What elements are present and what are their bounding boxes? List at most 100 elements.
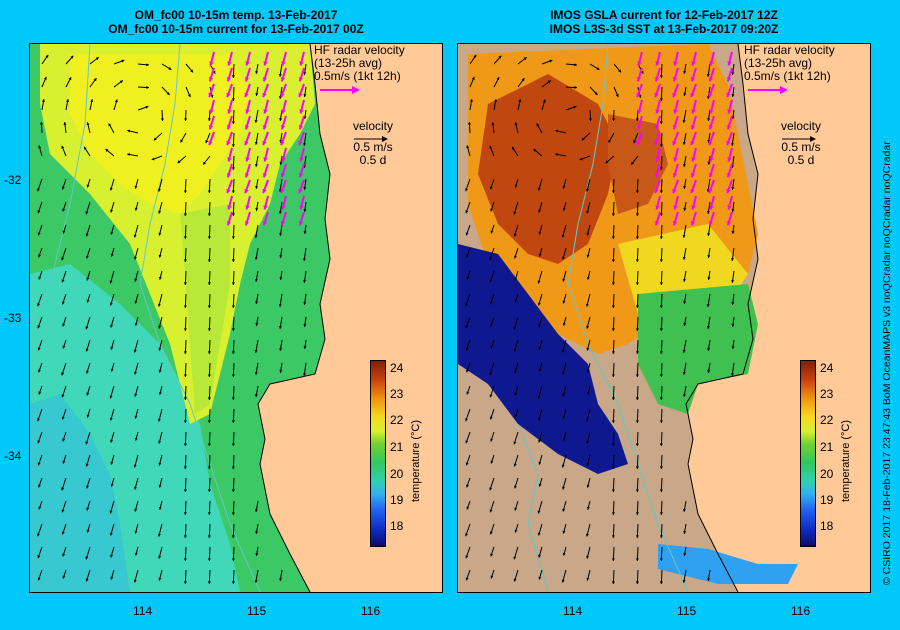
current-arrow-head [490,438,494,442]
hf-radar-arrow-head [299,61,304,66]
current-arrow-head [731,187,735,190]
current-arrow-head [110,483,114,487]
current-arrow-head [659,489,663,492]
hf-radar-arrow-head [263,157,268,162]
current-arrow-head [62,345,66,349]
current-arrow-head [538,554,542,558]
current-arrow-head [682,119,686,123]
hf-radar-arrow-head [298,140,303,146]
current-arrow-head [465,462,469,466]
hf-radar-arrow-head [673,205,678,210]
current-arrow-head [37,210,41,214]
hf-radar-arrow-head [262,77,268,82]
current-arrow-head [489,257,493,261]
current-arrow-head [62,323,66,327]
current-arrow-head [682,142,686,145]
right-x-tick-114: 114 [563,604,583,618]
current-arrow-head [466,254,469,258]
hf-radar-arrow-head [655,109,660,114]
right-velocity-legend-arrowhead [810,136,816,142]
current-arrow-head [537,532,541,536]
current-arrow-head [133,579,137,583]
current-arrow-head [43,76,47,80]
credit-text: © CSIRO 2017 18-Feb-2017 23:47:43 BoM Oc… [881,141,893,585]
current-arrow-head [39,122,44,125]
current-arrow-head [85,463,89,467]
current-arrow-head [157,533,161,537]
current-arrow-head [279,578,283,581]
hf-radar-arrow-head [654,188,659,194]
current-arrow-head [61,509,65,513]
current-arrow-head [513,211,517,215]
current-arrow-head [180,139,184,143]
current-arrow-head [611,282,615,285]
current-arrow-head [134,371,137,375]
current-arrow-head [631,161,634,165]
current-arrow-head [231,512,235,515]
left-cool-patch [30,394,130,592]
left-x-tick-115: 115 [247,604,267,618]
hf-radar-arrow-head [691,157,696,162]
hf-radar-arrow-head [708,125,714,130]
current-arrow-head [682,579,686,583]
hf-radar-arrow-head [209,109,214,114]
current-arrow-head [659,259,663,262]
current-arrow-head [707,277,711,280]
current-arrow-head [109,395,113,399]
current-arrow-head [279,255,283,258]
hf-radar-arrow-head [672,173,678,178]
current-arrow-head [158,440,162,444]
current-arrow-head [184,118,188,121]
current-arrow-head [581,137,585,141]
current-arrow-head [513,578,517,582]
current-arrow-head [682,349,686,353]
current-arrow-head [586,555,590,559]
hf-radar-arrow-head [672,140,677,146]
hf-radar-arrow-head [654,77,660,82]
current-arrow-head [586,391,590,395]
current-arrow-head [109,302,113,306]
current-arrow-head [183,351,187,354]
current-arrow-head [157,188,161,192]
current-arrow-head [231,190,235,193]
current-arrow-head [555,152,558,157]
hf-radar-arrow-head [709,157,714,162]
hf-radar-arrow-head [655,61,660,66]
current-arrow-head [707,162,711,165]
hf-radar-arrow-head [672,92,677,98]
hf-radar-arrow-head [691,61,696,66]
current-arrow-head [231,420,235,423]
current-arrow-head [706,304,710,307]
current-arrow-head [61,145,65,149]
current-arrow-head [659,144,663,147]
hf-radar-arrow-head [244,221,250,226]
current-arrow-head [183,535,187,538]
current-arrow-head [255,71,259,74]
hf-radar-arrow-head [726,188,731,194]
current-arrow-head [85,441,89,445]
current-arrow-head [489,186,493,190]
current-arrow-head [683,93,687,96]
current-arrow-head [538,231,542,235]
current-arrow-head [731,72,735,75]
current-arrow-head [562,322,566,326]
current-arrow-head [207,374,211,377]
hf-radar-arrow-head [245,61,250,66]
hf-radar-arrow-head [298,77,304,82]
hf-radar-arrow-head [226,125,232,130]
current-arrow-head [731,209,735,212]
current-arrow-head [134,415,138,419]
current-arrow-head [538,368,542,372]
right-panel-title: IMOS GSLA current for 12-Feb-2017 12Z IM… [458,8,870,36]
hf-radar-arrow-head [690,125,696,130]
current-arrow-head [231,167,235,170]
current-arrow-head [177,160,181,164]
current-arrow-head [61,487,65,491]
current-arrow-head [86,122,90,126]
hf-radar-arrow-head [299,109,304,114]
current-arrow-head [279,118,283,121]
current-arrow-head [562,393,566,397]
current-arrow-head [110,346,114,350]
right-map-panel: HF radar velocity (13-25h avg) 0.5m/s (1… [457,43,871,593]
current-arrow-head [231,328,235,331]
